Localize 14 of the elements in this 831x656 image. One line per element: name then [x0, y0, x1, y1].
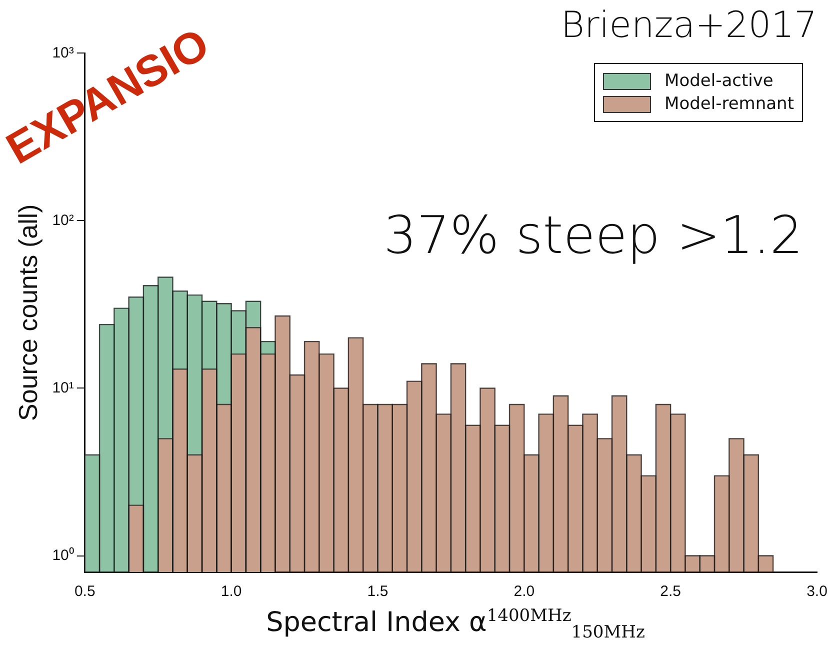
x-tick-label: 0.5	[74, 583, 96, 600]
legend-label: Model-active	[664, 71, 774, 92]
y-axis-title: Source counts (all)	[12, 204, 43, 421]
x-tick-label: 2.5	[660, 583, 682, 600]
legend-label: Model-remnant	[664, 94, 794, 114]
y-tick-label: 10¹	[52, 379, 74, 396]
y-tick-label: 10⁰	[52, 546, 74, 564]
y-tick-label: 10²	[52, 212, 74, 229]
annotation: 37% steep >1.2	[384, 206, 803, 266]
x-tick-label: 3.0	[806, 583, 828, 600]
x-tick-label: 1.5	[367, 583, 388, 600]
x-tick-label: 1.0	[220, 583, 242, 600]
chart-title: Brienza+2017	[560, 4, 817, 46]
x-tick-label: 2.0	[514, 583, 535, 600]
